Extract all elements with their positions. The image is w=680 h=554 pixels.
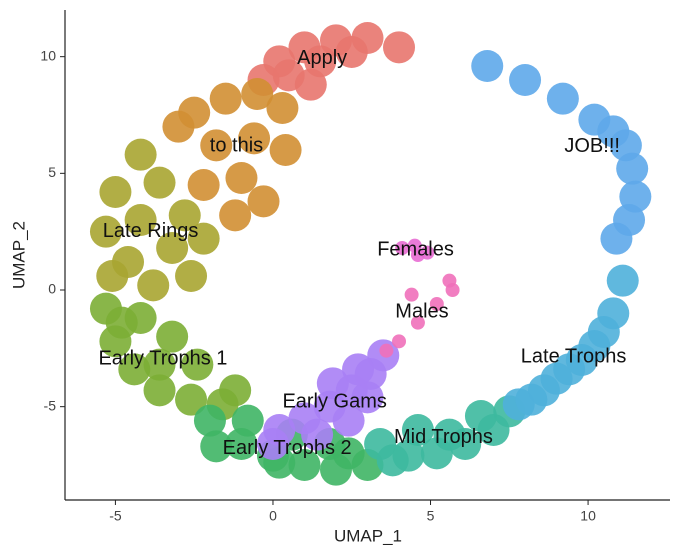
- cluster-label: Early Trophs 2: [223, 437, 352, 459]
- cluster-label: to this: [210, 134, 263, 156]
- cluster-point: [616, 152, 649, 185]
- cluster-point: [540, 362, 573, 395]
- cluster-point: [351, 381, 384, 414]
- cluster-label: Late Rings: [103, 220, 199, 242]
- cluster-point: [89, 215, 122, 248]
- y-tick-label: 0: [48, 281, 56, 297]
- cluster-point: [156, 320, 189, 353]
- cluster-point: [401, 414, 434, 446]
- y-tick-label: 10: [40, 47, 56, 63]
- cluster-point: [124, 138, 157, 171]
- cluster-point: [464, 400, 497, 432]
- y-axis-title: UMAP_2: [9, 221, 28, 289]
- cluster-point: [376, 444, 409, 477]
- cluster-point: [124, 204, 157, 236]
- y-tick-label: 5: [48, 164, 56, 180]
- cluster-point: [118, 353, 151, 386]
- cluster-point: [247, 185, 280, 218]
- cluster-point: [231, 404, 264, 437]
- cluster-point: [379, 343, 394, 358]
- cluster-point: [156, 232, 189, 264]
- cluster-point: [335, 36, 368, 68]
- cluster-point: [105, 306, 138, 339]
- cluster-point: [209, 82, 242, 115]
- cluster-point: [546, 82, 579, 115]
- cluster-point: [429, 297, 444, 311]
- cluster-point: [200, 129, 233, 162]
- cluster-point: [219, 199, 252, 232]
- x-tick-label: 5: [427, 508, 435, 524]
- cluster-point: [256, 428, 289, 460]
- cluster-label: Late Trophs: [521, 346, 627, 368]
- cluster-label: Early Trophs 1: [98, 348, 227, 370]
- x-tick-label: 0: [269, 508, 277, 524]
- cluster-point: [395, 241, 410, 255]
- x-tick-label: -5: [109, 508, 122, 524]
- cluster-point: [143, 166, 176, 199]
- cluster-label: Early Gams: [282, 390, 386, 412]
- cluster-point: [587, 316, 620, 348]
- cluster-point: [332, 437, 365, 470]
- cluster-point: [175, 383, 208, 416]
- cluster-point: [332, 404, 365, 437]
- y-tick-label: -5: [44, 397, 57, 413]
- cluster-point: [301, 418, 334, 451]
- cluster-point: [606, 264, 639, 297]
- cluster-point: [187, 222, 220, 255]
- cluster-point: [600, 222, 633, 255]
- cluster-point: [410, 315, 425, 330]
- cluster-point: [445, 283, 460, 297]
- cluster-point: [383, 31, 416, 64]
- cluster-label: Males: [395, 300, 448, 322]
- cluster-point: [269, 134, 302, 166]
- cluster-point: [219, 374, 252, 407]
- cluster-point: [241, 78, 274, 110]
- cluster-point: [471, 50, 504, 82]
- cluster-point: [187, 169, 220, 201]
- cluster-point: [294, 68, 327, 101]
- cluster-point: [266, 92, 299, 124]
- cluster-point: [342, 353, 375, 386]
- cluster-label: Apply: [297, 47, 347, 69]
- cluster-point: [99, 176, 132, 208]
- x-tick-label: 10: [580, 508, 596, 524]
- cluster-point: [96, 260, 129, 292]
- cluster-point: [238, 122, 271, 155]
- cluster-point: [515, 383, 548, 416]
- cluster-point: [392, 334, 407, 349]
- cluster-label: Females: [377, 239, 454, 261]
- cluster-point: [137, 269, 170, 302]
- cluster-point: [168, 199, 201, 232]
- cluster-point: [410, 248, 425, 262]
- cluster-point: [404, 287, 419, 302]
- cluster-point: [143, 374, 176, 407]
- cluster-point: [143, 348, 176, 381]
- cluster-point: [200, 430, 233, 463]
- cluster-point: [193, 404, 226, 437]
- cluster-point: [433, 418, 466, 451]
- cluster-point: [565, 344, 598, 376]
- cluster-point: [509, 64, 542, 96]
- cluster-point: [316, 367, 349, 400]
- x-axis-title: UMAP_1: [334, 526, 402, 545]
- cluster-label: JOB!!!: [564, 135, 620, 157]
- cluster-point: [175, 260, 208, 292]
- cluster-label: Mid Trophs: [394, 426, 493, 448]
- cluster-point: [181, 348, 214, 381]
- cluster-point: [288, 449, 321, 481]
- cluster-point: [225, 162, 258, 194]
- cluster-point: [162, 110, 195, 143]
